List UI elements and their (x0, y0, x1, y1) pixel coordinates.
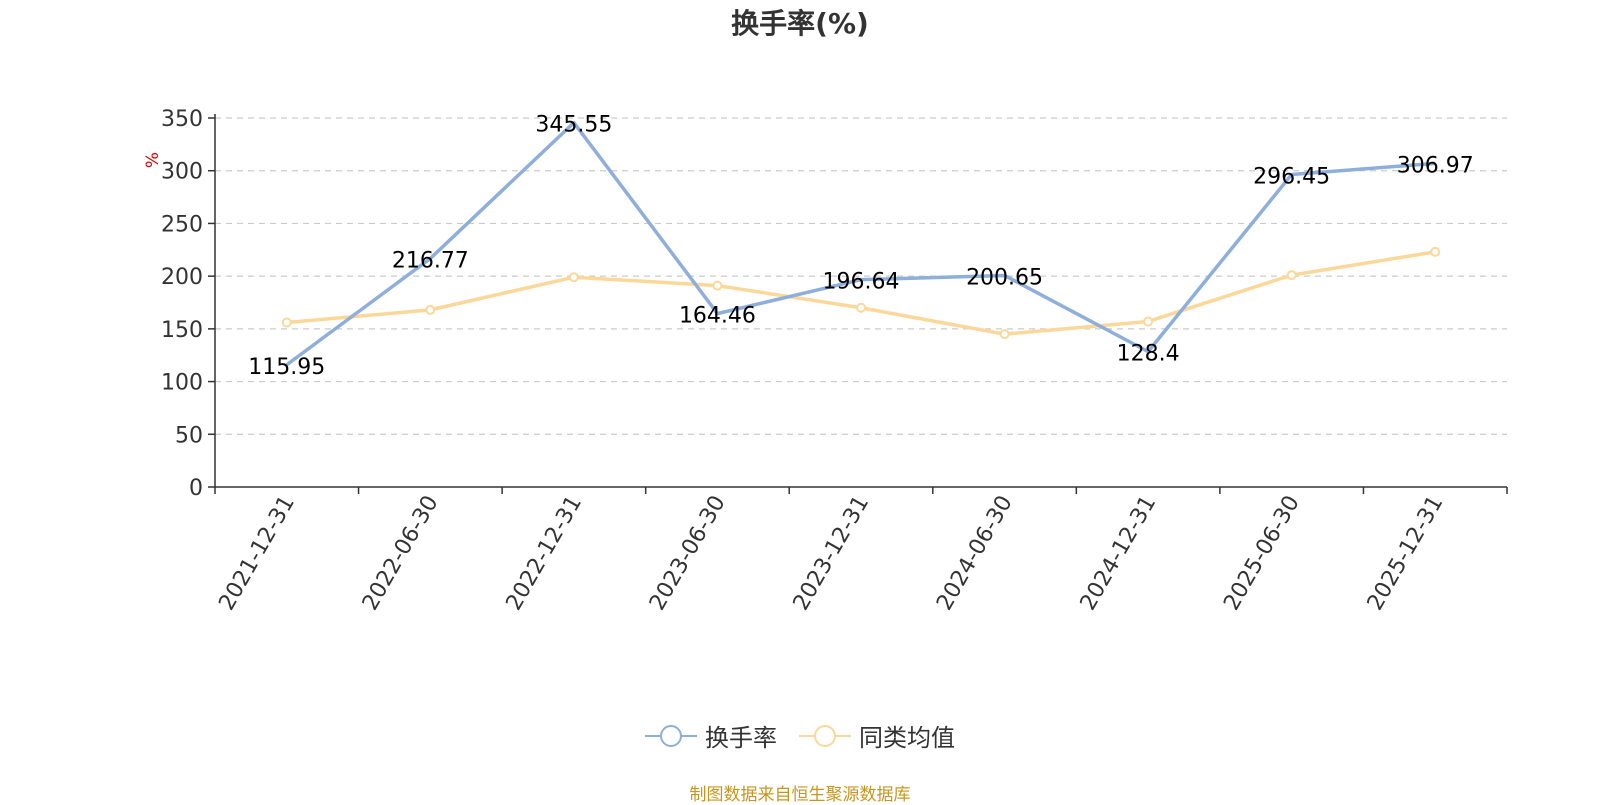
data-label: 216.77 (392, 248, 469, 273)
legend-item-turnover[interactable]: 换手率 (645, 718, 777, 753)
series-point (1430, 246, 1441, 257)
legend-label-peer-average: 同类均值 (859, 724, 955, 752)
series-point (568, 272, 579, 283)
legend-marker-turnover (645, 724, 697, 747)
legend: 换手率 同类均值 (0, 718, 1600, 753)
y-tick-label: 250 (161, 212, 203, 237)
series-point (425, 304, 436, 315)
x-tick-label: 2023-12-31 (789, 492, 875, 615)
data-label: 196.64 (823, 270, 900, 295)
data-label: 200.65 (966, 265, 1043, 290)
x-tick-label: 2024-12-31 (1076, 492, 1162, 615)
data-label: 345.55 (535, 113, 612, 138)
y-tick-label: 100 (161, 371, 203, 396)
data-label: 296.45 (1253, 164, 1330, 189)
y-tick-label: 50 (175, 423, 203, 448)
series-point (1143, 316, 1154, 327)
series-point (1286, 270, 1297, 281)
data-labels: 115.95 216.77 345.55 164.46 196.64 200.65 128.… (248, 113, 1473, 380)
x-tick-label: 2021-12-31 (214, 492, 300, 615)
x-tick-label: 2024-06-30 (932, 492, 1018, 615)
series-point (712, 280, 723, 291)
chart-title: 换手率(%) (731, 7, 869, 40)
y-tick-label: 200 (161, 265, 203, 290)
series-line-0 (285, 120, 1436, 367)
data-label: 128.4 (1117, 342, 1180, 367)
x-tick-label: 2025-12-31 (1363, 492, 1449, 615)
data-label: 306.97 (1397, 153, 1474, 178)
legend-label-turnover: 换手率 (705, 724, 777, 752)
x-tick-label: 2022-12-31 (502, 492, 588, 615)
data-label: 164.46 (679, 304, 756, 329)
series-lines (281, 120, 1441, 367)
data-label: 115.95 (248, 355, 325, 380)
legend-marker-peer-average (799, 724, 851, 747)
series-point (281, 317, 292, 328)
x-tick-label: 2025-06-30 (1219, 492, 1305, 615)
series-point (999, 329, 1010, 340)
y-tick-label: 150 (161, 318, 203, 343)
legend-item-peer-average[interactable]: 同类均值 (799, 718, 955, 753)
y-tick-label: 350 (161, 107, 203, 132)
y-tick-label: 0 (189, 476, 203, 501)
x-tick-label: 2023-06-30 (645, 492, 731, 615)
data-source-note: 制图数据来自恒生聚源数据库 (689, 785, 911, 805)
x-tick-label: 2022-06-30 (358, 492, 444, 615)
y-axis-unit: % (143, 152, 163, 168)
series-point (856, 302, 866, 313)
y-tick-label: 300 (161, 160, 203, 185)
